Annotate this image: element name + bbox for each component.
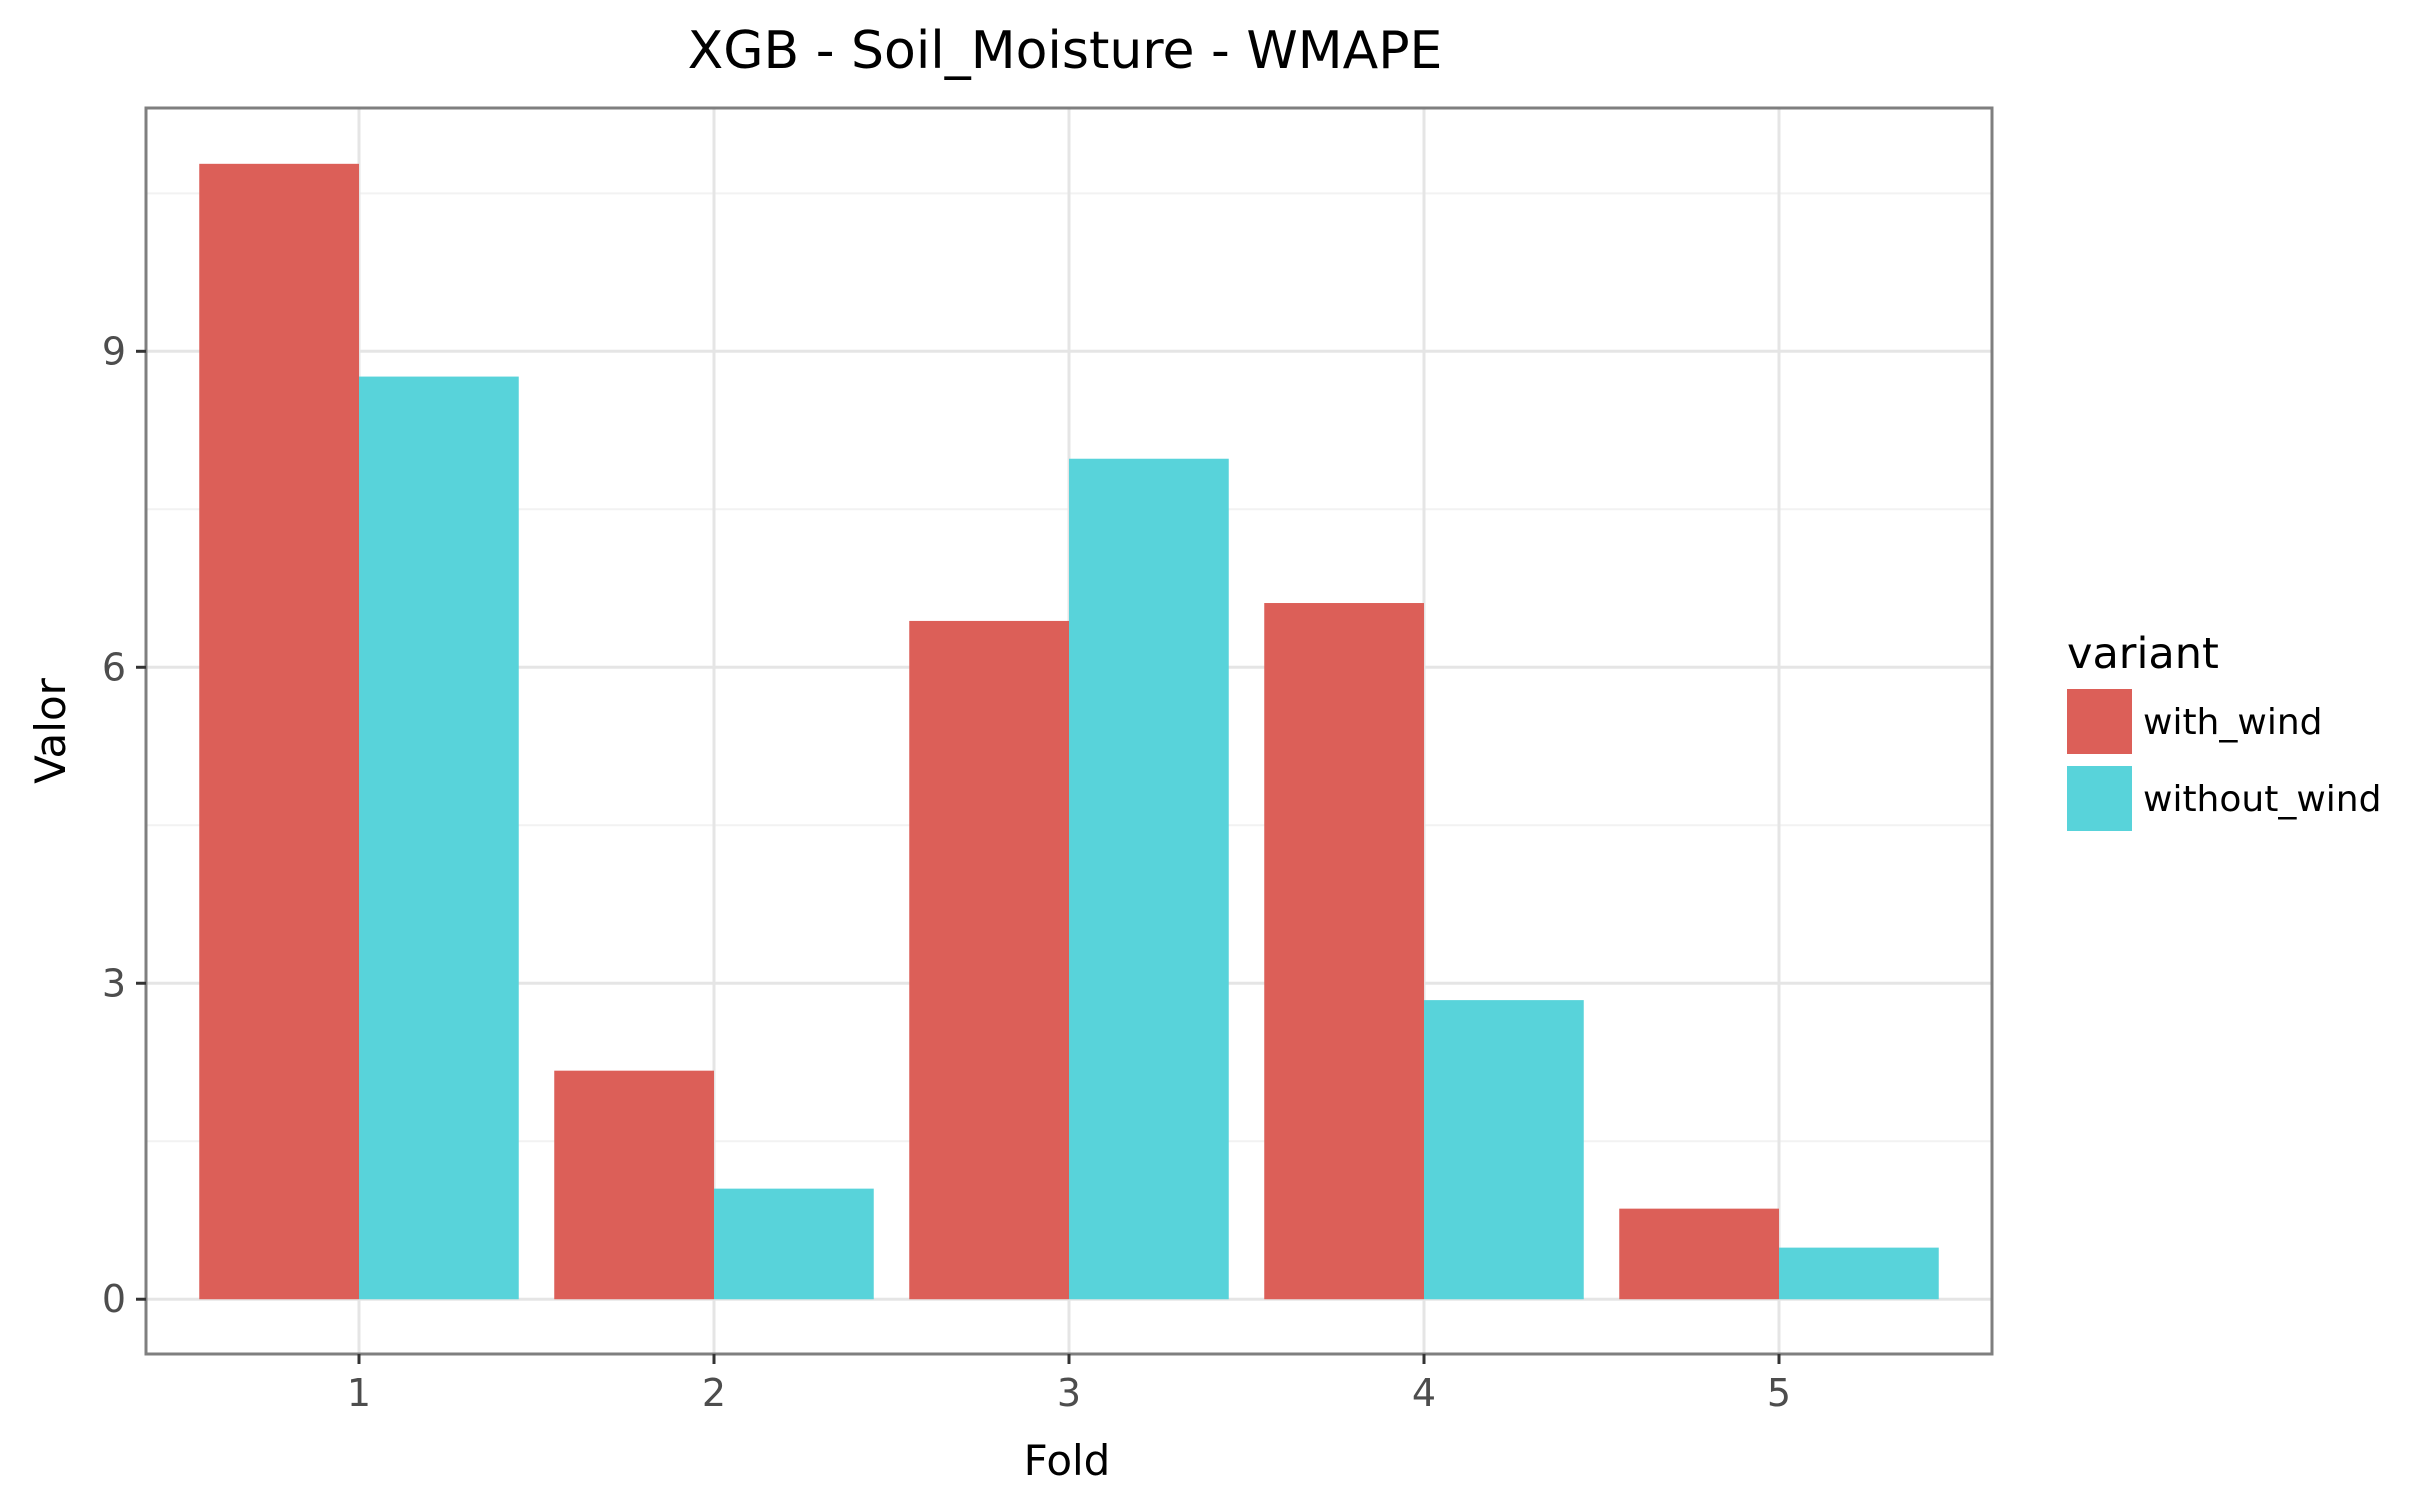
bar-with_wind-fold-5 — [1619, 1208, 1779, 1300]
legend-label-with_wind: with_wind — [2143, 702, 2323, 743]
y-axis: 0 3 6 9 — [102, 329, 146, 1321]
x-tick-label: 5 — [1767, 1371, 1791, 1415]
y-axis-title: Valor — [26, 677, 75, 784]
x-axis-title: Fold — [1024, 1436, 1111, 1485]
legend-label-without_wind: without_wind — [2143, 779, 2381, 820]
bar-without_wind-fold-3 — [1069, 458, 1229, 1300]
legend: variant with_wind without_wind — [2067, 629, 2381, 831]
x-axis: 1 2 3 4 5 — [347, 1354, 1791, 1415]
bar-with_wind-fold-2 — [554, 1070, 714, 1300]
x-tick-label: 1 — [347, 1371, 371, 1415]
legend-title: variant — [2067, 629, 2219, 679]
bar-without_wind-fold-5 — [1779, 1247, 1939, 1300]
y-tick-label: 9 — [102, 329, 126, 373]
bar-without_wind-fold-2 — [714, 1188, 874, 1300]
chart-title: XGB - Soil_Moisture - WMAPE — [688, 21, 1443, 81]
legend-items: with_wind without_wind — [2067, 689, 2381, 831]
y-tick-label: 3 — [102, 961, 126, 1005]
x-tick-label: 2 — [702, 1371, 726, 1415]
x-tick-label: 3 — [1057, 1371, 1081, 1415]
y-tick-label: 6 — [102, 645, 126, 689]
x-tick-label: 4 — [1412, 1371, 1436, 1415]
bar-with_wind-fold-1 — [199, 163, 359, 1300]
bar-without_wind-fold-4 — [1424, 1000, 1584, 1300]
bar-with_wind-fold-3 — [909, 620, 1069, 1300]
legend-swatch-without_wind — [2067, 766, 2132, 831]
legend-swatch-with_wind — [2067, 689, 2132, 754]
bar-with_wind-fold-4 — [1264, 603, 1424, 1300]
y-tick-label: 0 — [102, 1277, 126, 1321]
bar-without_wind-fold-1 — [359, 376, 519, 1300]
bars — [199, 163, 1939, 1300]
